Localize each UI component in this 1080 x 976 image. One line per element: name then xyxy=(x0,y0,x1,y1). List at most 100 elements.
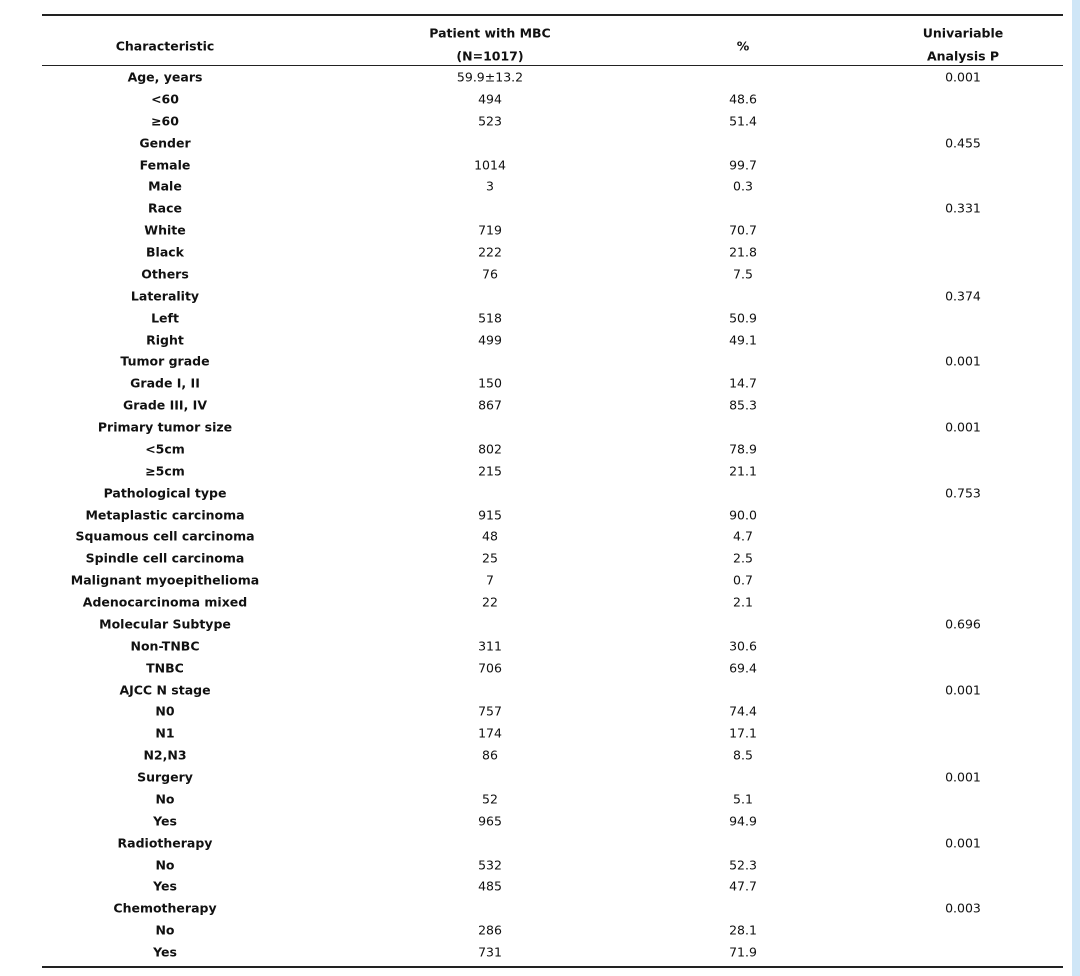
percent-cell: 0.7 xyxy=(733,572,753,588)
p-value-cell: 0.001 xyxy=(945,769,981,785)
row-label: Right xyxy=(146,332,184,347)
header-cell: % xyxy=(736,38,750,54)
row-label: No xyxy=(155,857,175,872)
row-label: Black xyxy=(146,244,184,260)
percent-cell: 52.3 xyxy=(729,857,757,872)
row-label: Tumor grade xyxy=(120,353,210,369)
row-label: Radiotherapy xyxy=(117,835,213,851)
count-cell: 22 xyxy=(482,594,498,610)
percent-cell: 28.1 xyxy=(729,922,757,938)
count-cell: 7 xyxy=(486,572,494,588)
p-value-cell: 0.696 xyxy=(945,616,981,632)
row-label: Left xyxy=(151,310,179,326)
count-cell: 86 xyxy=(482,747,498,763)
row-label: AJCC N stage xyxy=(119,682,211,697)
row-label: Non-TNBC xyxy=(130,638,200,654)
count-cell: 1014 xyxy=(474,157,506,172)
percent-cell: 50.9 xyxy=(729,310,757,326)
row-label: Yes xyxy=(153,878,177,894)
row-label: Gender xyxy=(139,135,191,151)
percent-cell: 7.5 xyxy=(733,266,753,282)
header-cell: Characteristic xyxy=(115,38,215,54)
count-cell: 485 xyxy=(478,878,502,894)
row-label: Metaplastic carcinoma xyxy=(85,507,245,522)
count-cell: 757 xyxy=(478,703,502,719)
scroll-strip xyxy=(1072,0,1080,976)
percent-cell: 48.6 xyxy=(729,91,757,107)
p-value-cell: 0.455 xyxy=(945,135,981,151)
count-cell: 915 xyxy=(478,507,502,522)
percent-cell: 49.1 xyxy=(729,332,757,347)
header-rule xyxy=(42,65,1063,66)
count-cell: 523 xyxy=(478,113,502,129)
percent-cell: 8.5 xyxy=(733,747,753,763)
row-label: Pathological type xyxy=(103,485,227,501)
row-label: Race xyxy=(148,200,182,216)
row-label: N2,N3 xyxy=(143,747,187,763)
percent-cell: 21.8 xyxy=(729,244,757,260)
count-cell: 311 xyxy=(478,638,502,654)
row-label: White xyxy=(144,222,186,238)
percent-cell: 5.1 xyxy=(733,791,753,807)
p-value-cell: 0.374 xyxy=(945,288,981,304)
count-cell: 48 xyxy=(482,528,498,544)
row-label: No xyxy=(155,791,175,807)
row-label: <5cm xyxy=(145,441,185,457)
count-cell: 518 xyxy=(478,310,502,326)
count-cell: 215 xyxy=(478,463,502,479)
count-cell: 532 xyxy=(478,857,502,872)
row-label: Others xyxy=(141,266,189,282)
header-cell: Univariable xyxy=(922,25,1004,41)
count-cell: 719 xyxy=(478,222,502,238)
count-cell: 867 xyxy=(478,397,502,413)
percent-cell: 99.7 xyxy=(729,157,757,172)
bottom-rule xyxy=(42,966,1063,968)
count-cell: 174 xyxy=(478,725,502,741)
count-cell: 150 xyxy=(478,375,502,391)
row-label: Surgery xyxy=(137,769,193,785)
count-cell: 494 xyxy=(478,91,502,107)
p-value-cell: 0.001 xyxy=(945,419,981,435)
row-label: Grade III, IV xyxy=(122,397,208,413)
row-label: Primary tumor size xyxy=(97,419,233,435)
row-label: Malignant myoepithelioma xyxy=(70,572,260,588)
p-value-cell: 0.001 xyxy=(945,835,981,851)
percent-cell: 90.0 xyxy=(729,507,757,522)
count-cell: 3 xyxy=(486,178,494,194)
percent-cell: 94.9 xyxy=(729,813,757,829)
row-label: Age, years xyxy=(127,69,203,85)
count-cell: 52 xyxy=(482,791,498,807)
row-label: Male xyxy=(148,178,182,194)
count-cell: 25 xyxy=(482,550,498,566)
p-value-cell: 0.331 xyxy=(945,200,981,216)
percent-cell: 71.9 xyxy=(729,944,757,960)
row-label: TNBC xyxy=(146,660,184,676)
percent-cell: 69.4 xyxy=(729,660,757,676)
percent-cell: 21.1 xyxy=(729,463,757,479)
row-label: <60 xyxy=(151,91,179,107)
count-cell: 499 xyxy=(478,332,502,347)
percent-cell: 47.7 xyxy=(729,878,757,894)
count-cell: 965 xyxy=(478,813,502,829)
percent-cell: 2.5 xyxy=(733,550,753,566)
count-cell: 802 xyxy=(478,441,502,457)
percent-cell: 0.3 xyxy=(733,178,753,194)
count-cell: 706 xyxy=(478,660,502,676)
row-label: Spindle cell carcinoma xyxy=(85,550,245,566)
percent-cell: 14.7 xyxy=(729,375,757,391)
row-label: Yes xyxy=(153,813,177,829)
p-value-cell: 0.001 xyxy=(945,682,981,697)
percent-cell: 70.7 xyxy=(729,222,757,238)
row-label: ≥60 xyxy=(151,113,179,129)
top-rule xyxy=(42,14,1063,16)
count-cell: 286 xyxy=(478,922,502,938)
percent-cell: 85.3 xyxy=(729,397,757,413)
row-label: N0 xyxy=(155,703,175,719)
percent-cell: 51.4 xyxy=(729,113,757,129)
row-label: Adenocarcinoma mixed xyxy=(82,594,248,610)
header-cell: Patient with MBC xyxy=(429,25,551,41)
row-label: Molecular Subtype xyxy=(99,616,231,632)
p-value-cell: 0.001 xyxy=(945,353,981,369)
row-label: Female xyxy=(139,157,191,172)
